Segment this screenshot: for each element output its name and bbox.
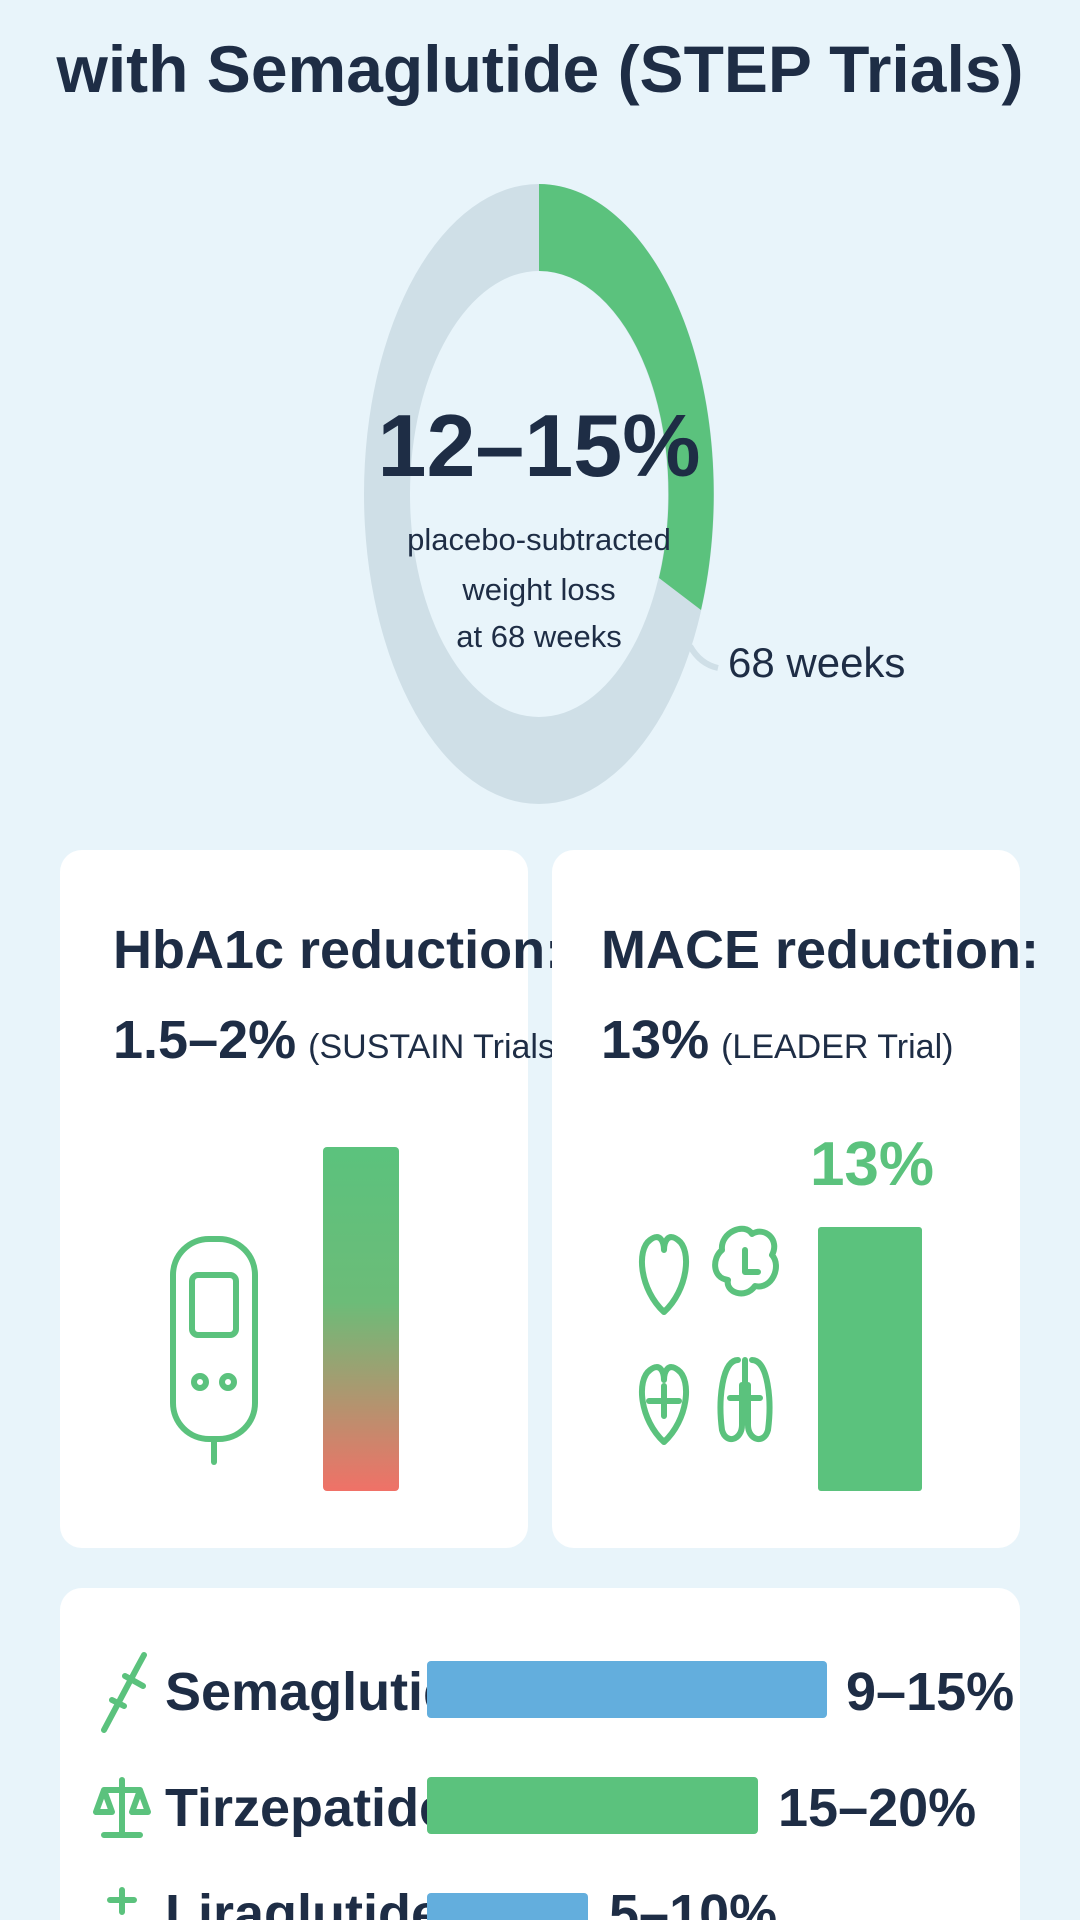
organ-icons: [638, 1225, 779, 1445]
drug-value: 9–15%: [846, 1662, 1014, 1722]
icon-part: [191, 1373, 209, 1391]
icon-part: [93, 1777, 151, 1838]
drug-name: Tirzepatide:: [165, 1778, 467, 1838]
card: [60, 850, 528, 1548]
donut-caption: weight loss: [461, 572, 615, 607]
icon-part: [219, 1373, 237, 1391]
donut-center-value: 12–15%: [378, 396, 701, 495]
card-heading: MACE reduction:: [601, 920, 1039, 980]
card-value-line: 13% (LEADER Trial): [601, 1010, 953, 1070]
title: with Semaglutide (STEP Trials): [56, 32, 1024, 106]
icon-part: [638, 1364, 690, 1445]
donut-caption: placebo-subtracted: [407, 522, 671, 557]
scale-icon: [93, 1777, 151, 1838]
card-value: 13%: [601, 1010, 709, 1070]
donut-arc: [539, 184, 714, 610]
syringe-icon: [101, 1652, 147, 1733]
drug-name: Liraglutide:: [165, 1884, 459, 1920]
card-value-line: 1.5–2% (SUSTAIN Trials): [113, 1010, 566, 1070]
glucose-meter-icon: [170, 1236, 258, 1465]
drug-value: 15–20%: [778, 1778, 976, 1838]
icon-part: [717, 1357, 773, 1442]
callout-pointer: [687, 644, 719, 671]
drug-bar: [427, 1661, 827, 1718]
donut-callout: 68 weeks: [728, 639, 905, 686]
card-source: (SUSTAIN Trials): [308, 1028, 566, 1066]
mace-bar-label: 13%: [810, 1130, 934, 1199]
donut-caption: at 68 weeks: [456, 619, 621, 654]
drug-value: 5–10%: [609, 1884, 777, 1920]
drug-bar: [427, 1777, 758, 1834]
comparison-card: [60, 1588, 1020, 1920]
icon-part: [189, 1272, 239, 1338]
icon-part: [107, 1887, 137, 1915]
pill-icon: [107, 1887, 137, 1915]
card-value: 1.5–2%: [113, 1010, 296, 1070]
card-heading: HbA1c reduction:: [113, 920, 563, 980]
card-source: (LEADER Trial): [721, 1028, 953, 1066]
hba1c-bar: [323, 1147, 399, 1491]
icon-part: [101, 1652, 147, 1733]
icon-part: [638, 1234, 690, 1315]
drug-bar: [427, 1893, 588, 1920]
mace-bar: [818, 1227, 922, 1491]
icon-part: [712, 1225, 779, 1297]
